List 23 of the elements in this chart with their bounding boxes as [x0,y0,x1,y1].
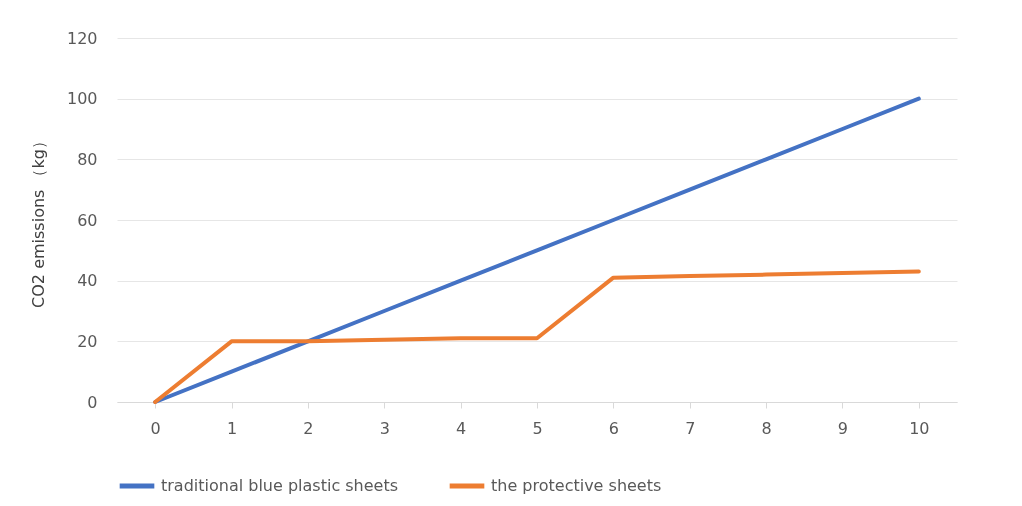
legend-label: the protective sheets [491,476,662,495]
y-tick-label: 20 [77,331,98,351]
x-tick-label: 4 [456,418,467,438]
x-tick-label: 2 [303,418,314,438]
y-tick-label: 80 [77,149,98,169]
y-tick-label: 100 [66,89,98,109]
y-axis-title: CO2 emissions （kg） [28,133,48,308]
legend-label: traditional blue plastic sheets [161,476,399,495]
x-tick-label: 0 [150,418,161,438]
y-tick-label: 60 [77,210,98,230]
x-tick-label: 3 [379,418,390,438]
x-tick-label: 8 [761,418,772,438]
x-tick-label: 5 [532,418,543,438]
y-tick-label: 0 [87,392,98,412]
x-tick-label: 10 [909,418,930,438]
y-tick-label: 40 [77,271,98,291]
line-series [153,269,921,404]
x-tick-label: 9 [837,418,849,438]
x-tick-label: 1 [226,418,238,438]
y-tick-label: 120 [66,28,98,48]
x-tick-label: 6 [608,418,619,438]
x-tick-label: 7 [685,418,696,438]
line-series [153,96,921,404]
